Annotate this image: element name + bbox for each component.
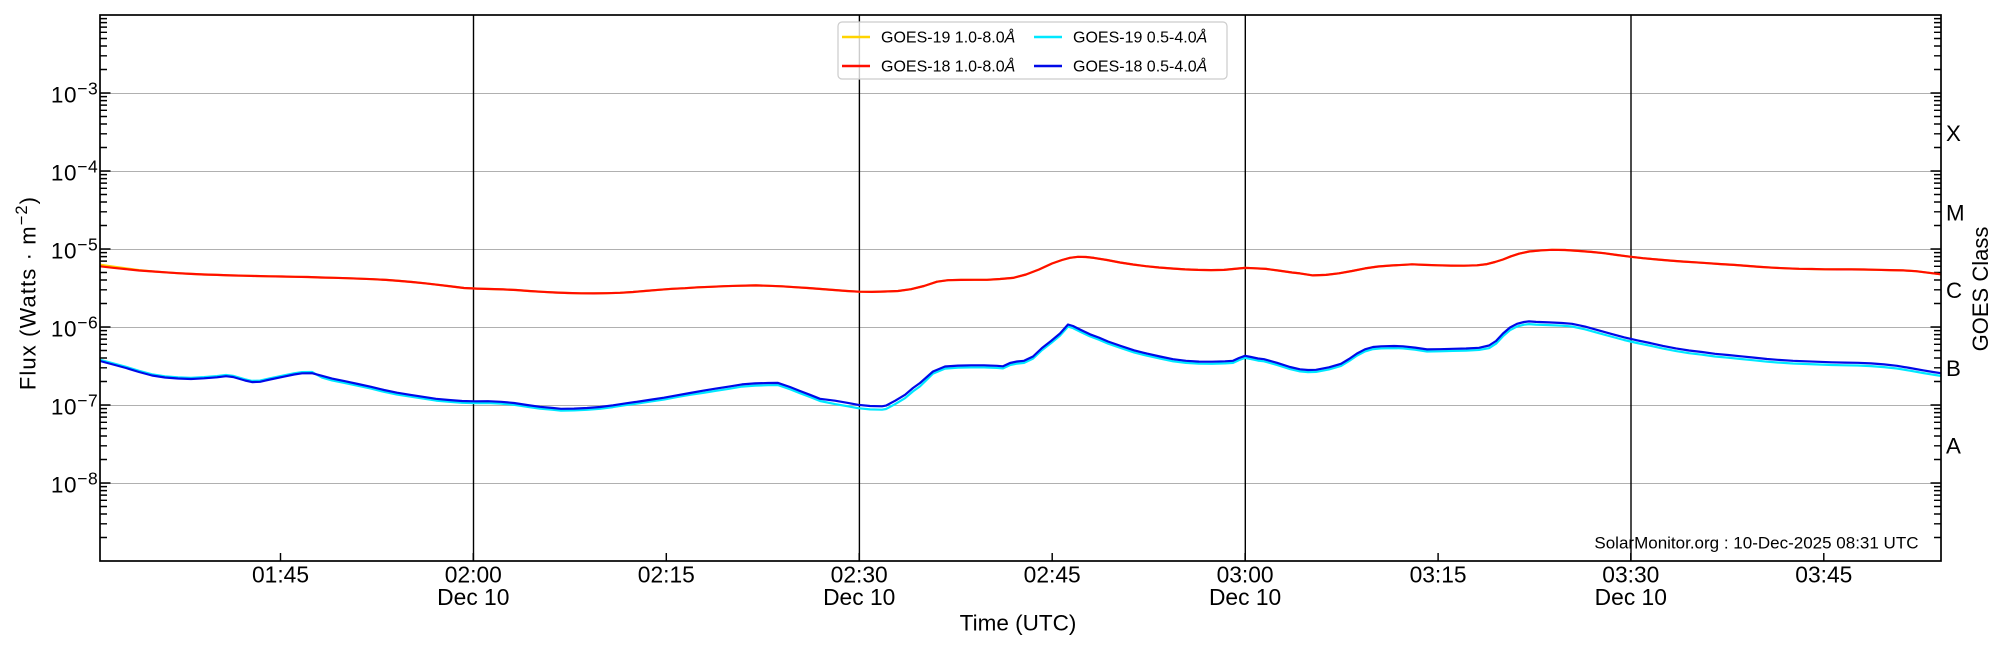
svg-text:Time (UTC): Time (UTC) [960, 611, 1077, 636]
svg-text:Dec 10: Dec 10 [1209, 584, 1281, 610]
svg-text:02:30: 02:30 [831, 562, 888, 588]
svg-text:GOES-19 0.5-4.0Å: GOES-19 0.5-4.0Å [1073, 28, 1207, 47]
svg-text:B: B [1946, 356, 1961, 381]
svg-text:02:45: 02:45 [1024, 562, 1081, 588]
svg-text:GOES-18 1.0-8.0Å: GOES-18 1.0-8.0Å [881, 57, 1015, 76]
svg-text:02:15: 02:15 [638, 562, 695, 588]
svg-text:Flux (Watts · m−2): Flux (Watts · m−2) [13, 196, 41, 390]
svg-text:Dec 10: Dec 10 [1595, 584, 1667, 610]
svg-text:GOES Class: GOES Class [1968, 227, 1993, 352]
svg-text:M: M [1946, 201, 1965, 226]
svg-text:X: X [1946, 121, 1961, 146]
svg-text:03:00: 03:00 [1217, 562, 1274, 588]
svg-text:03:30: 03:30 [1602, 562, 1659, 588]
svg-text:10−7: 10−7 [51, 390, 98, 419]
svg-text:02:00: 02:00 [445, 562, 502, 588]
svg-text:03:15: 03:15 [1410, 562, 1467, 588]
svg-text:Dec 10: Dec 10 [823, 584, 895, 610]
svg-text:A: A [1946, 434, 1961, 459]
svg-text:10−4: 10−4 [51, 156, 98, 185]
svg-text:GOES-18 0.5-4.0Å: GOES-18 0.5-4.0Å [1073, 57, 1207, 76]
svg-text:10−3: 10−3 [51, 78, 98, 107]
svg-text:03:45: 03:45 [1795, 562, 1852, 588]
svg-text:SolarMonitor.org : 10-Dec-2025: SolarMonitor.org : 10-Dec-2025 08:31 UTC [1594, 534, 1918, 553]
svg-text:GOES-19 1.0-8.0Å: GOES-19 1.0-8.0Å [881, 28, 1015, 47]
svg-text:10−6: 10−6 [51, 312, 98, 341]
svg-text:10−5: 10−5 [51, 234, 98, 263]
svg-text:01:45: 01:45 [252, 562, 309, 588]
svg-text:C: C [1946, 278, 1962, 303]
svg-text:10−8: 10−8 [51, 468, 98, 497]
svg-text:Dec 10: Dec 10 [437, 584, 509, 610]
